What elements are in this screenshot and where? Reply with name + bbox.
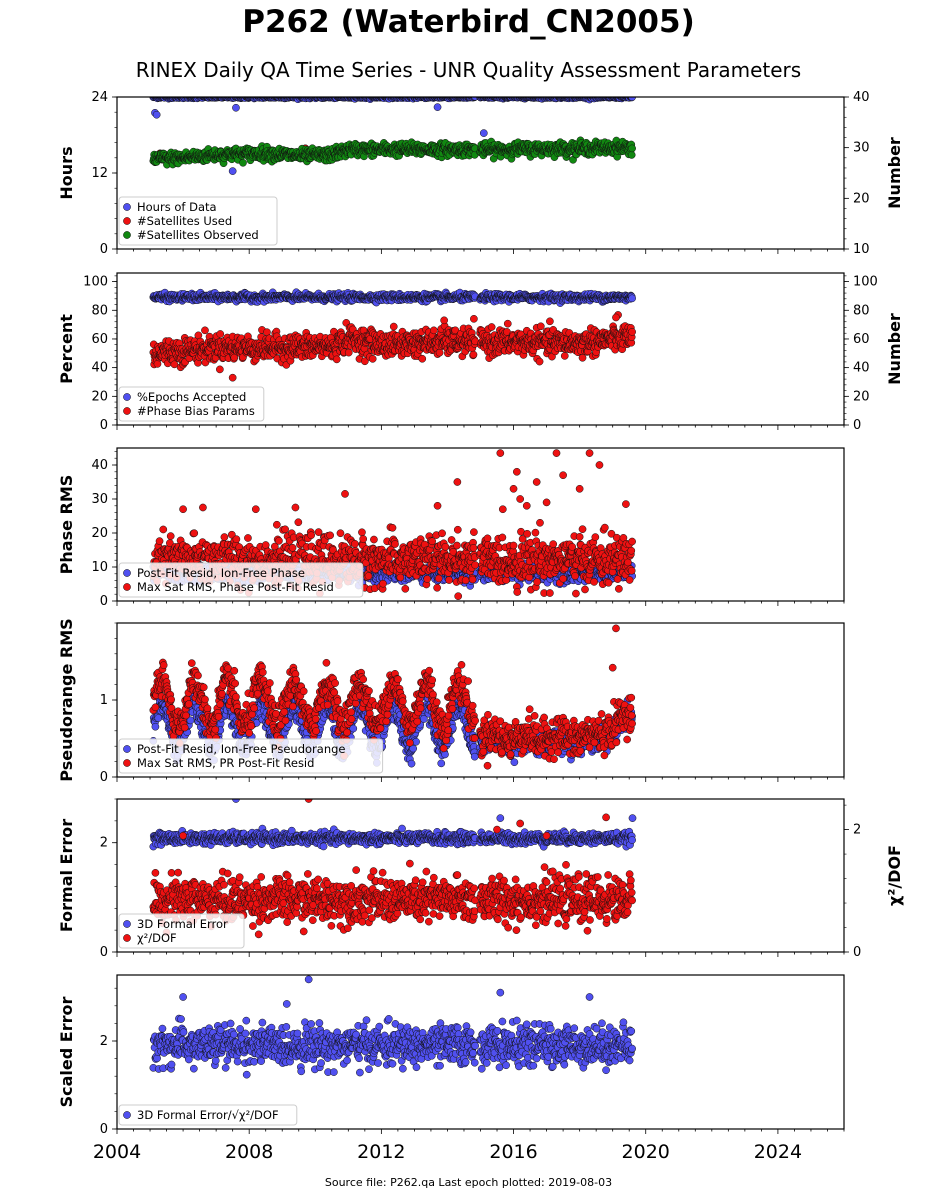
data-point (433, 103, 442, 111)
points-percent (149, 288, 636, 382)
data-point (487, 323, 496, 331)
data-point (503, 319, 512, 328)
data-point (368, 354, 377, 363)
data-point (344, 348, 353, 357)
y-right-tick-label: 100 (853, 275, 878, 290)
y-right-tick-label: 10 (853, 242, 870, 257)
data-point (429, 326, 438, 335)
data-point (560, 352, 569, 360)
y-right-tick-label: 40 (853, 361, 870, 376)
series-percent-1 (149, 311, 636, 382)
data-point (389, 322, 398, 331)
y-right-tick-label: 0 (853, 418, 861, 433)
data-point (435, 348, 444, 357)
y-tick-label: 60 (91, 332, 108, 347)
y-right-tick-label: 30 (853, 141, 870, 156)
data-point (578, 353, 587, 362)
y-right-tick-label: 80 (853, 303, 870, 318)
data-point (536, 322, 545, 331)
y-right-tick-label: 20 (853, 389, 870, 404)
y-tick-label: 80 (91, 303, 108, 318)
legend-box (118, 196, 278, 246)
data-point (153, 360, 162, 368)
y-axis-label: Hours (57, 146, 76, 199)
chart-subtitle: RINEX Daily QA Time Series - UNR Quality… (135, 58, 802, 82)
data-point (239, 158, 247, 167)
data-point (628, 144, 636, 153)
panel-percent: 0 20 40 60 80 100 0 20 40 60 80 100 Percent Number %Ep… (57, 272, 904, 433)
series-hours-0 (149, 97, 636, 175)
y-axis-label: Percent (57, 314, 76, 384)
data-point (360, 357, 369, 366)
y-tick-label: 20 (91, 389, 108, 404)
legend-label: #Satellites Observed (137, 228, 259, 242)
data-point (418, 354, 427, 363)
data-point (628, 294, 636, 303)
legend-marker (123, 217, 131, 225)
legend-label: #Phase Bias Params (137, 404, 255, 418)
y-tick-label: 24 (91, 90, 108, 105)
data-point (535, 357, 544, 366)
data-point (216, 330, 225, 338)
y-tick-label: 0 (100, 418, 108, 433)
y-axis-label-right: Number (885, 313, 904, 385)
y-right-tick-label: 60 (853, 332, 870, 347)
data-point (628, 328, 636, 336)
data-point (216, 365, 224, 374)
data-point (440, 316, 448, 325)
data-point (201, 326, 209, 335)
y-tick-label: 12 (91, 166, 108, 181)
data-point (232, 103, 240, 112)
series-hours-2 (149, 136, 636, 169)
data-point (170, 360, 179, 369)
data-point (627, 151, 636, 159)
points-hours (149, 97, 636, 175)
legend-marker (123, 407, 131, 415)
data-point (469, 350, 478, 359)
legend-label: Hours of Data (137, 200, 217, 214)
y-tick-label: 40 (91, 361, 108, 376)
y-axis-label-right: Number (885, 137, 904, 209)
data-point (228, 373, 237, 382)
legend-box (118, 386, 265, 422)
legend-marker (123, 231, 131, 239)
data-point (479, 129, 488, 137)
series-percent-0 (149, 288, 636, 307)
data-point (152, 110, 161, 119)
legend-label: #Satellites Used (137, 214, 232, 228)
data-point (228, 167, 237, 175)
y-tick-label: 100 (83, 275, 108, 290)
data-point (332, 355, 341, 364)
y-right-tick-label: 20 (853, 191, 870, 206)
data-point (546, 317, 554, 326)
chart-title: P262 (Waterbird_CN2005) (242, 4, 695, 40)
data-point (470, 314, 478, 323)
legend-marker (123, 393, 131, 401)
legend-marker (123, 203, 131, 211)
legend-label: %Epochs Accepted (137, 390, 246, 404)
y-tick-label: 0 (100, 242, 108, 257)
data-point (612, 313, 620, 322)
y-right-tick-label: 40 (853, 90, 870, 105)
